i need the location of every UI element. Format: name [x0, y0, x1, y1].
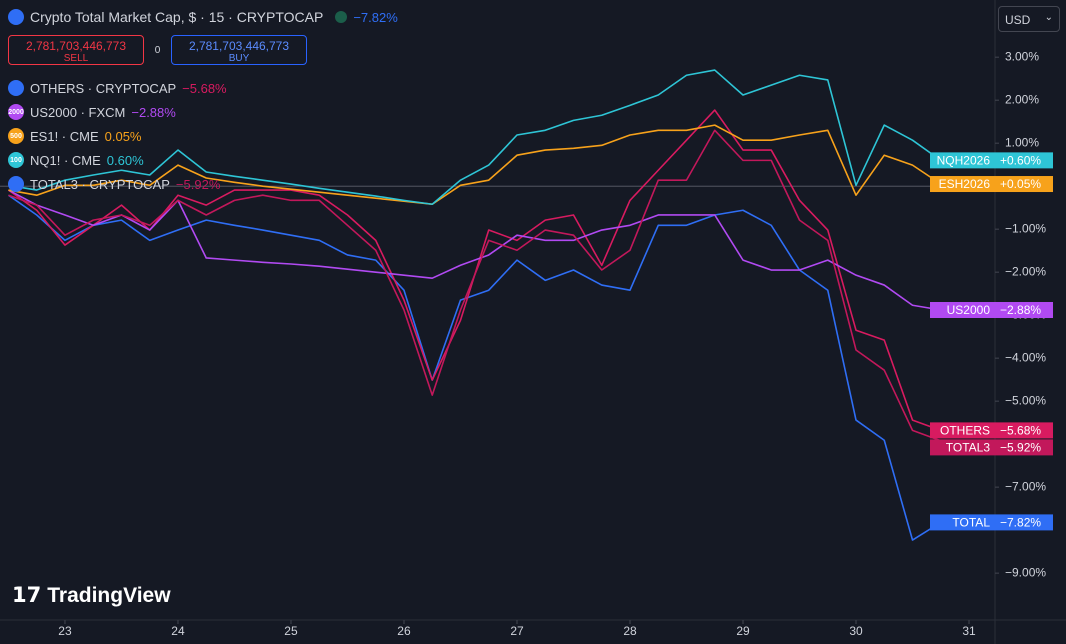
end-tag: TOTAL	[952, 516, 990, 530]
legend-name: ES1! · CME	[30, 128, 99, 144]
y-tick-label: −5.00%	[1005, 393, 1046, 407]
trade-panel: 2,781,703,446,773 SELL 0 2,781,703,446,7…	[8, 35, 307, 65]
series-line	[8, 124, 942, 206]
end-tag-bg	[930, 514, 995, 531]
legend-entry: OTHERS · CRYPTOCAP −5.68%	[8, 76, 227, 100]
end-tag: ESH2026	[939, 177, 991, 191]
end-value-bg	[995, 152, 1053, 169]
end-value: −7.82%	[1000, 516, 1041, 530]
legend-name: US2000 · FXCM	[30, 104, 126, 120]
legend-entry: 500 ES1! · CME 0.05%	[8, 124, 227, 148]
legend-entry: 2000 US2000 · FXCM −2.88%	[8, 100, 227, 124]
legend-entry: TOTAL3 · CRYPTOCAP −5.92%	[8, 172, 227, 196]
buy-price: 2,781,703,446,773	[188, 39, 290, 53]
legend-icon: 2000	[8, 104, 24, 120]
end-tag: TOTAL3	[946, 441, 991, 455]
y-tick-label: 1.00%	[1005, 135, 1039, 149]
x-tick-label: 27	[510, 624, 524, 638]
x-tick-label: 29	[736, 624, 750, 638]
end-value-bg	[995, 302, 1053, 318]
end-tag-bg	[930, 422, 995, 439]
x-tick-label: 30	[849, 624, 863, 638]
x-tick-label: 24	[171, 624, 185, 638]
symbol-icon	[8, 9, 24, 25]
legend-icon	[8, 80, 24, 96]
x-tick-label: 25	[284, 624, 298, 638]
sell-button[interactable]: 2,781,703,446,773 SELL	[8, 35, 144, 65]
x-tick-label: 31	[962, 624, 976, 638]
currency-select[interactable]: USD ⌄	[998, 6, 1060, 32]
end-value-bg	[995, 422, 1053, 439]
legend-name: OTHERS · CRYPTOCAP	[30, 80, 177, 96]
header: Crypto Total Market Cap, $ · 15 · CRYPTO…	[8, 9, 398, 25]
legend-change: −5.68%	[182, 80, 227, 96]
end-value: −2.88%	[1000, 303, 1041, 317]
price-axis	[995, 0, 1066, 644]
sell-price: 2,781,703,446,773	[25, 39, 127, 53]
end-value-bg	[995, 439, 1053, 456]
legend-change: 0.60%	[106, 152, 144, 168]
end-value: −5.68%	[1000, 424, 1041, 438]
legend-name: TOTAL3 · CRYPTOCAP	[30, 176, 170, 192]
series-line	[8, 194, 942, 541]
brand-name: TradingView	[47, 584, 171, 607]
legend-change: −5.92%	[175, 176, 221, 192]
x-tick-label: 26	[397, 624, 411, 638]
legend-icon: 500	[8, 128, 24, 144]
y-tick-label: −1.00%	[1005, 221, 1046, 235]
end-tag: OTHERS	[940, 424, 990, 438]
y-tick-label: −7.00%	[1005, 479, 1046, 493]
end-value: +0.60%	[1000, 154, 1041, 168]
legend-name: NQ1! · CME	[30, 152, 101, 168]
end-tag: US2000	[947, 303, 991, 317]
legend-change: 0.05%	[104, 128, 142, 144]
brand: 𝟭𝟳 TradingView	[12, 584, 171, 607]
buy-label: BUY	[228, 53, 250, 64]
end-value: −5.92%	[1000, 441, 1041, 455]
end-value-bg	[995, 176, 1053, 193]
y-tick-label: 2.00%	[1005, 92, 1039, 106]
status-dot	[335, 11, 348, 23]
end-tag: NQH2026	[937, 154, 991, 168]
end-tag-bg	[930, 439, 995, 456]
series-line	[8, 129, 942, 442]
legend-entry: 100 NQ1! · CME 0.60%	[8, 148, 227, 172]
x-tick-label: 28	[623, 624, 637, 638]
end-tag-bg	[930, 302, 995, 318]
legend-change: −2.88%	[131, 104, 176, 120]
header-change: −7.82%	[353, 9, 398, 25]
end-value: +0.05%	[1000, 177, 1041, 191]
legend-icon: 100	[8, 152, 24, 168]
buy-button[interactable]: 2,781,703,446,773 BUY	[171, 35, 307, 65]
y-tick-label: 3.00%	[1005, 49, 1039, 63]
series-line	[8, 189, 941, 311]
chart-title: Crypto Total Market Cap, $ · 15 · CRYPTO…	[30, 9, 324, 25]
y-tick-label: −2.00%	[1005, 264, 1046, 278]
series-line	[8, 69, 942, 206]
legend: OTHERS · CRYPTOCAP −5.68% 2000 US2000 · FXC…	[8, 76, 227, 196]
x-tick-label: 23	[58, 624, 72, 638]
spread: 0	[154, 44, 161, 56]
end-tag-bg	[930, 176, 995, 193]
y-tick-label: −9.00%	[1005, 565, 1046, 579]
sell-label: SELL	[63, 53, 89, 64]
currency: USD	[1005, 13, 1031, 27]
end-value-bg	[995, 514, 1053, 531]
y-tick-label: −4.00%	[1005, 350, 1046, 364]
end-tag-bg	[930, 152, 995, 169]
legend-icon	[8, 176, 24, 192]
